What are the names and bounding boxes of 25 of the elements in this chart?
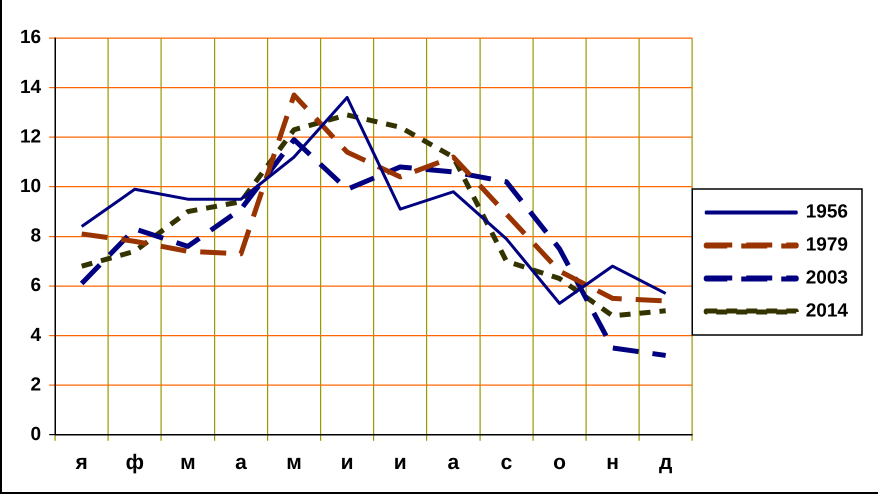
x-tick-label: и: [394, 451, 407, 474]
x-tick-label: а: [235, 451, 248, 474]
x-tick-label: н: [606, 451, 619, 474]
x-tick-label: д: [659, 451, 672, 474]
legend-label: 1956: [806, 202, 848, 223]
y-tick-label: 10: [20, 176, 42, 198]
y-tick-label: 8: [30, 226, 42, 247]
x-tick-label: и: [340, 451, 354, 474]
x-tick-label: ф: [126, 451, 144, 474]
y-tick-label: 2: [30, 374, 42, 396]
y-tick-label: 14: [20, 76, 42, 98]
x-tick-label: а: [447, 451, 460, 474]
y-tick-label: 6: [30, 275, 42, 296]
x-tick-label: м: [180, 451, 196, 474]
y-tick-label: 12: [20, 126, 42, 148]
legend-label: 2003: [806, 268, 848, 289]
y-tick-label: 16: [20, 27, 42, 48]
x-tick-label: о: [553, 451, 566, 474]
y-tick-label: 0: [30, 424, 42, 446]
x-tick-label: с: [500, 451, 513, 474]
legend-label: 1979: [806, 234, 848, 256]
x-tick-label: я: [74, 451, 88, 474]
y-tick-label: 4: [30, 324, 42, 346]
x-tick-label: м: [286, 451, 302, 474]
legend-label: 2014: [806, 300, 848, 322]
